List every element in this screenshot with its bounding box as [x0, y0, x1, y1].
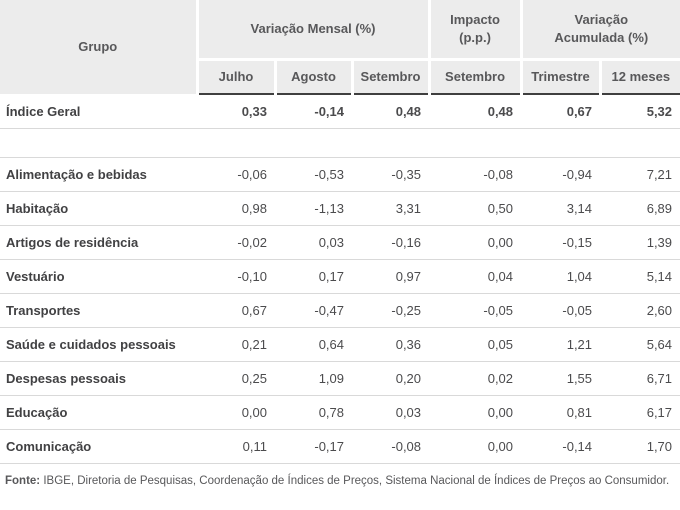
- cell-value: 1,55: [521, 361, 601, 396]
- cell-value: 0,33: [197, 94, 275, 129]
- table-row-alimentacao: Alimentação e bebidas -0,06 -0,53 -0,35 …: [0, 157, 680, 192]
- cell-value: 0,48: [352, 94, 430, 129]
- table-row-habitacao: Habitação 0,98 -1,13 3,31 0,50 3,14 6,89: [0, 191, 680, 226]
- cell-value: 0,03: [275, 225, 352, 260]
- cell-value: 0,00: [429, 395, 522, 430]
- cell-value: -0,08: [352, 429, 430, 464]
- cell-value: 0,48: [429, 94, 522, 129]
- cell-value: 0,20: [352, 361, 430, 396]
- cell-value: -0,05: [521, 293, 601, 328]
- cell-value: 0,81: [521, 395, 601, 430]
- cell-value: 0,00: [429, 225, 522, 260]
- ipca-groups-table: Grupo Variação Mensal (%) Impacto (p.p.)…: [0, 0, 680, 464]
- cell-value: -0,02: [197, 225, 275, 260]
- column-header-julho: Julho: [195, 58, 275, 95]
- row-label: Vestuário: [0, 259, 197, 294]
- cell-value: -0,14: [521, 429, 601, 464]
- source-note: Fonte: IBGE, Diretoria de Pesquisas, Coo…: [0, 464, 680, 487]
- row-label: Índice Geral: [0, 94, 197, 129]
- column-header-agosto: Agosto: [273, 58, 352, 95]
- table-row-vestuario: Vestuário -0,10 0,17 0,97 0,04 1,04 5,14: [0, 259, 680, 294]
- source-note-text: IBGE, Diretoria de Pesquisas, Coordenaçã…: [40, 475, 670, 487]
- cell-value: -0,08: [429, 157, 522, 192]
- cell-value: 0,78: [275, 395, 352, 430]
- table-row-artigos-residencia: Artigos de residência -0,02 0,03 -0,16 0…: [0, 225, 680, 260]
- row-label: Despesas pessoais: [0, 361, 197, 396]
- cell-value: -0,10: [197, 259, 275, 294]
- column-header-setembro-mensal: Setembro: [350, 58, 430, 95]
- column-header-trimestre: Trimestre: [519, 58, 601, 95]
- cell-value: 0,98: [197, 191, 275, 226]
- cell-value: -1,13: [275, 191, 352, 226]
- column-group-impacto: Impacto (p.p.): [427, 0, 522, 60]
- cell-value: 0,25: [197, 361, 275, 396]
- cell-value: 3,14: [521, 191, 601, 226]
- cell-value: 0,36: [352, 327, 430, 362]
- cell-value: -0,94: [521, 157, 601, 192]
- cell-value: 0,00: [429, 429, 522, 464]
- table-row-comunicacao: Comunicação 0,11 -0,17 -0,08 0,00 -0,14 …: [0, 429, 680, 464]
- table-row-despesas-pessoais: Despesas pessoais 0,25 1,09 0,20 0,02 1,…: [0, 361, 680, 396]
- cell-value: 0,00: [197, 395, 275, 430]
- cell-value: 5,32: [600, 94, 680, 129]
- column-header-12-meses: 12 meses: [598, 58, 680, 95]
- column-header-setembro-impacto: Setembro: [427, 58, 522, 95]
- cell-value: 0,11: [197, 429, 275, 464]
- column-group-variacao-acumulada: Variação Acumulada (%): [519, 0, 680, 60]
- cell-value: 1,70: [600, 429, 680, 464]
- cell-value: 0,67: [521, 94, 601, 129]
- cell-value: 6,17: [600, 395, 680, 430]
- cell-value: 0,03: [352, 395, 430, 430]
- cell-value: -0,15: [521, 225, 601, 260]
- cell-value: -0,47: [275, 293, 352, 328]
- row-label: Educação: [0, 395, 197, 430]
- cell-value: 1,39: [600, 225, 680, 260]
- group-header-row: Grupo Variação Mensal (%) Impacto (p.p.)…: [0, 0, 680, 94]
- cell-value: 3,31: [352, 191, 430, 226]
- cell-value: 2,60: [600, 293, 680, 328]
- row-label: Alimentação e bebidas: [0, 157, 197, 192]
- cell-value: 5,14: [600, 259, 680, 294]
- column-header-grupo: Grupo: [0, 0, 197, 94]
- cell-value: 6,89: [600, 191, 680, 226]
- cell-value: 0,05: [429, 327, 522, 362]
- table-row-transportes: Transportes 0,67 -0,47 -0,25 -0,05 -0,05…: [0, 293, 680, 328]
- cell-value: -0,05: [429, 293, 522, 328]
- cell-value: 6,71: [600, 361, 680, 396]
- table-row-educacao: Educação 0,00 0,78 0,03 0,00 0,81 6,17: [0, 395, 680, 430]
- cell-value: 0,21: [197, 327, 275, 362]
- cell-value: 0,04: [429, 259, 522, 294]
- cell-value: -0,35: [352, 157, 430, 192]
- row-label: Artigos de residência: [0, 225, 197, 260]
- source-note-prefix: Fonte:: [5, 475, 41, 487]
- row-label: Transportes: [0, 293, 197, 328]
- cell-value: 0,02: [429, 361, 522, 396]
- cell-value: -0,14: [275, 94, 352, 129]
- row-label: Habitação: [0, 191, 197, 226]
- cell-value: 1,09: [275, 361, 352, 396]
- sub-header-row: Julho Agosto Setembro Setembro Trimestre…: [0, 58, 680, 95]
- table-row-indice-geral: Índice Geral 0,33 -0,14 0,48 0,48 0,67 5…: [0, 94, 680, 129]
- cell-value: 7,21: [600, 157, 680, 192]
- cell-value: 1,21: [521, 327, 601, 362]
- cell-value: 0,50: [429, 191, 522, 226]
- row-label: Comunicação: [0, 429, 197, 464]
- table-row-saude: Saúde e cuidados pessoais 0,21 0,64 0,36…: [0, 327, 680, 362]
- cell-value: -0,16: [352, 225, 430, 260]
- cell-value: 0,17: [275, 259, 352, 294]
- cell-value: -0,25: [352, 293, 430, 328]
- cell-value: 0,64: [275, 327, 352, 362]
- cell-value: -0,17: [275, 429, 352, 464]
- cell-value: -0,53: [275, 157, 352, 192]
- cell-value: 1,04: [521, 259, 601, 294]
- cell-value: -0,06: [197, 157, 275, 192]
- row-label: Saúde e cuidados pessoais: [0, 327, 197, 362]
- cell-value: 0,97: [352, 259, 430, 294]
- column-group-variacao-mensal: Variação Mensal (%): [195, 0, 430, 60]
- cell-value: 0,67: [197, 293, 275, 328]
- spacer-row: [0, 128, 680, 158]
- cell-value: 5,64: [600, 327, 680, 362]
- spacer-cell: [0, 128, 680, 158]
